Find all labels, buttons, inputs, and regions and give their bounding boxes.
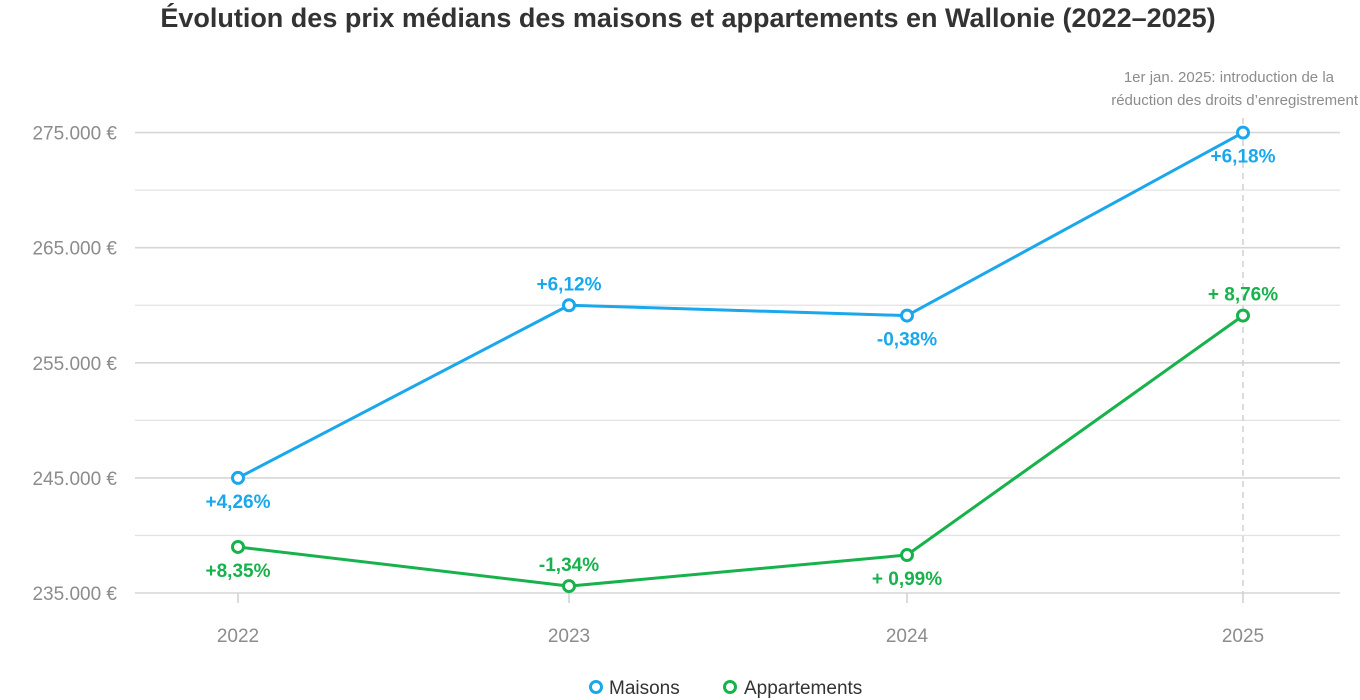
y-tick-label: 235.000 € xyxy=(32,584,117,605)
annotation: 1er jan. 2025: introduction de la réduct… xyxy=(1111,69,1359,593)
data-point-maisons xyxy=(900,308,914,323)
x-tick-label: 2024 xyxy=(886,626,929,647)
y-tick-label: 275.000 € xyxy=(32,124,117,145)
y-tick-label: 255.000 € xyxy=(32,354,117,375)
y-axis: 235.000 € 245.000 € 255.000 € 265.000 € 275.… xyxy=(32,124,117,605)
data-point-maisons xyxy=(1236,125,1250,140)
legend: Maisons Appartements xyxy=(589,678,863,699)
series-line-maisons xyxy=(237,131,1244,480)
legend-item-maisons[interactable]: Maisons xyxy=(589,678,680,699)
legend-marker-maisons xyxy=(589,680,603,694)
y-tick-label: 245.000 € xyxy=(32,469,117,490)
grid xyxy=(135,131,1340,594)
data-label-maisons: +6,12% xyxy=(537,274,602,295)
chart-title: Évolution des prix médians des maisons e… xyxy=(160,2,1215,33)
x-tick-label: 2023 xyxy=(548,626,590,647)
legend-item-appartements[interactable]: Appartements xyxy=(723,678,863,699)
data-point-appartements xyxy=(1236,308,1250,323)
data-point-maisons xyxy=(231,470,245,485)
data-label-appartements: -1,34% xyxy=(539,555,599,576)
data-point-maisons xyxy=(562,298,576,313)
legend-label-appartements: Appartements xyxy=(744,678,862,699)
data-label-appartements: + 8,76% xyxy=(1208,285,1278,306)
data-label-appartements: + 0,99% xyxy=(872,569,942,590)
x-tick-label: 2022 xyxy=(217,626,259,647)
x-tick-label: 2025 xyxy=(1222,626,1264,647)
x-axis: 2022 2023 2024 2025 xyxy=(217,593,1264,647)
annotation-event: introduction de la xyxy=(1220,69,1335,86)
data-label-maisons: +4,26% xyxy=(206,492,271,513)
annotation-text-line2: réduction des droits d’enregistrement xyxy=(1111,92,1359,109)
annotation-date: 1er jan. 2025: xyxy=(1124,69,1220,86)
legend-label-maisons: Maisons xyxy=(609,678,680,699)
legend-marker-appartements xyxy=(723,680,737,694)
data-point-appartements xyxy=(900,548,914,563)
y-tick-label: 265.000 € xyxy=(32,239,117,260)
data-label-maisons: +6,18% xyxy=(1211,147,1276,168)
annotation-text-line1: 1er jan. 2025: introduction de la xyxy=(1124,69,1335,86)
data-label-appartements: +8,35% xyxy=(206,561,271,582)
data-point-appartements xyxy=(231,539,245,554)
series-group: +4,26% +6,12% -0,38% +6,18% +8,35% -1,34% + 0,… xyxy=(206,125,1278,594)
series-line-appartements xyxy=(237,314,1244,588)
data-point-appartements xyxy=(562,579,576,594)
data-label-maisons: -0,38% xyxy=(877,330,937,351)
